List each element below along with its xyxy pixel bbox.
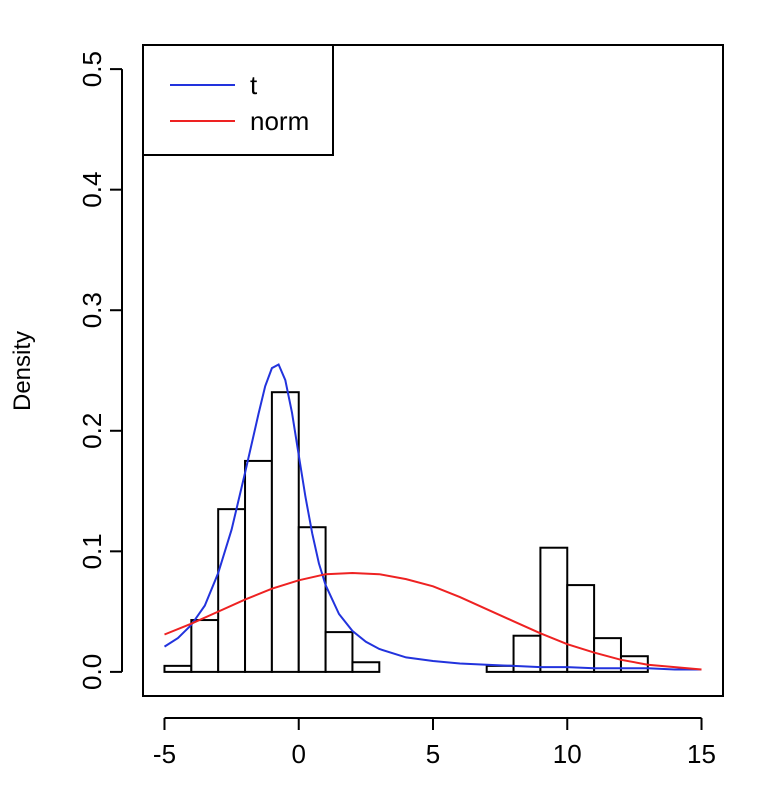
histogram-bar — [244, 459, 273, 673]
x-tick-label: 0 — [292, 739, 306, 769]
histogram-bar — [324, 631, 354, 673]
histogram-bar — [566, 584, 596, 673]
x-tick-label: 15 — [687, 739, 716, 769]
x-axis: -5 0 5 10 15 — [153, 717, 716, 769]
histogram-bar — [351, 661, 381, 673]
plot-frame — [142, 44, 724, 697]
histogram-bar — [539, 546, 569, 673]
histogram-bar — [163, 664, 193, 673]
legend-label-t: t — [250, 70, 258, 100]
y-tick-label: 0.5 — [77, 51, 107, 87]
y-axis: 0.0 0.1 0.2 0.3 0.4 0.5 — [77, 51, 123, 690]
legend-label-norm: norm — [250, 106, 309, 136]
histogram-bar — [485, 664, 515, 673]
density-curves — [163, 363, 702, 671]
histogram-bar — [217, 508, 247, 673]
y-tick-label: 0.0 — [77, 654, 107, 690]
x-tick-label: -5 — [153, 739, 176, 769]
legend: t norm — [142, 44, 334, 156]
histogram-bar — [593, 637, 622, 673]
histogram-bar — [190, 619, 220, 673]
histogram-bar — [270, 391, 300, 673]
y-tick-label: 0.4 — [77, 172, 107, 208]
series-line-norm — [164, 571, 702, 671]
legend-box — [142, 44, 334, 156]
x-tick-label: 10 — [553, 739, 582, 769]
x-tick-label: 5 — [426, 739, 440, 769]
y-tick-label: 0.3 — [77, 292, 107, 328]
y-tick-label: 0.2 — [77, 413, 107, 449]
histogram-bar — [297, 526, 327, 673]
y-axis-title: Density — [9, 331, 36, 411]
y-tick-label: 0.1 — [77, 533, 107, 569]
histogram-bars — [163, 391, 649, 673]
